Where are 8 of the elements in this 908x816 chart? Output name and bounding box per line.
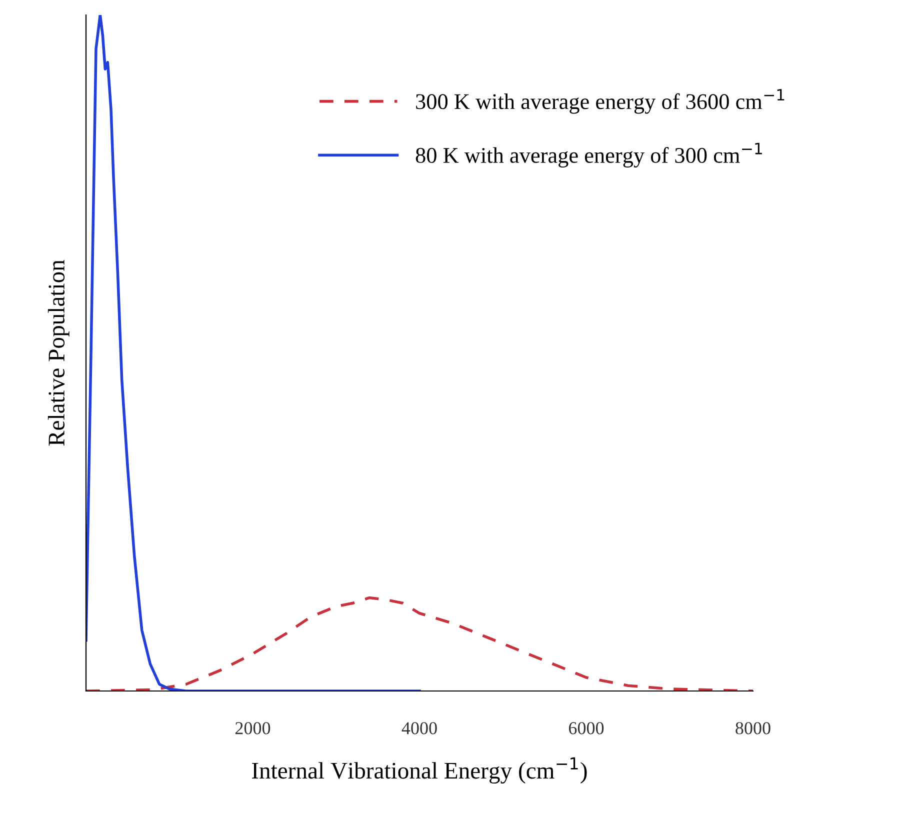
x-tick-label: 2000 [235,722,270,734]
y-axis-title: Relative Population [48,260,70,446]
legend-label: 300 K with average energy of 3600 cm$^{−1}$ [416,89,784,114]
x-tick-label: 4000 [402,722,437,734]
x-axis-title: Internal Vibrational Energy (cm$^{−1}$) [252,757,587,784]
x-tick-label: 6000 [568,722,604,734]
legend-label: 80 K with average energy of 300 cm$^{−1}$ [416,142,762,168]
x-tick-label: 8000 [736,722,770,734]
